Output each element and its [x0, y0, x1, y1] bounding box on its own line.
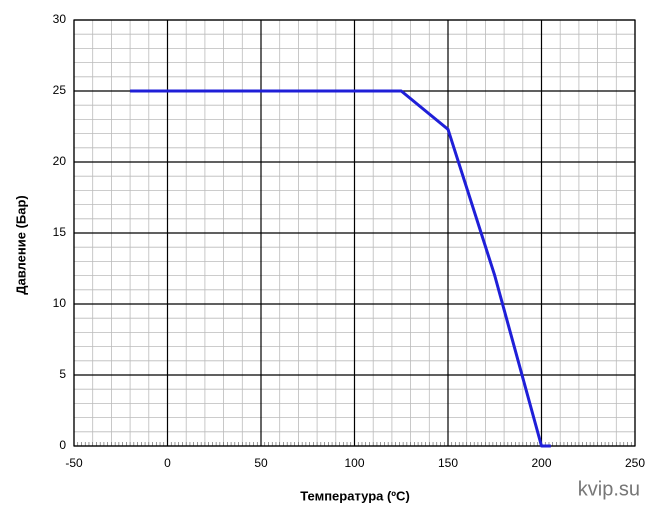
y-axis-label: Давление (Бар): [13, 195, 28, 295]
y-tick-label: 5: [59, 367, 66, 381]
x-tick-label: 50: [254, 456, 268, 470]
x-tick-label: 0: [164, 456, 171, 470]
y-tick-label: 0: [59, 438, 66, 452]
x-tick-label: 250: [625, 456, 645, 470]
plot-frame: [73, 19, 636, 447]
x-tick-label: 150: [438, 456, 458, 470]
watermark: kvip.su: [578, 478, 640, 500]
x-tick-label: 200: [531, 456, 551, 470]
y-tick-label: 15: [53, 225, 67, 239]
y-tick-label: 10: [53, 296, 67, 310]
x-tick-label: 100: [344, 456, 364, 470]
y-tick-label: 25: [53, 83, 67, 97]
x-axis-label: Температура (ºC): [300, 488, 410, 503]
y-tick-label: 20: [53, 154, 67, 168]
line-series: [130, 89, 551, 448]
x-tick-label: -50: [65, 456, 83, 470]
y-tick-label: 30: [53, 12, 67, 26]
